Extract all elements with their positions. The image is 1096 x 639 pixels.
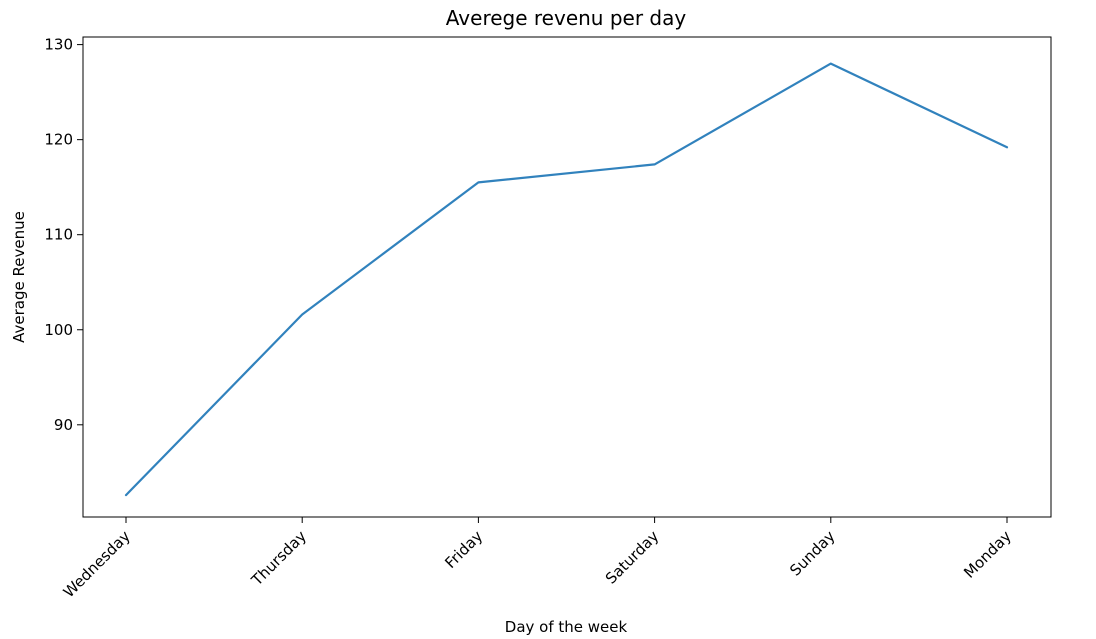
y-tick-label: 130 — [44, 36, 73, 54]
chart-title: Averege revenu per day — [446, 6, 687, 30]
x-axis-label: Day of the week — [505, 618, 628, 636]
y-axis-label: Average Revenue — [10, 211, 28, 343]
y-tick-label: 110 — [44, 226, 73, 244]
x-tick-label: Monday — [960, 527, 1015, 582]
x-tick-label: Saturday — [602, 527, 663, 588]
series-line — [124, 62, 1009, 497]
y-tick-label: 120 — [44, 131, 73, 149]
plot-area-frame — [82, 36, 1052, 518]
x-tick-label: Wednesday — [60, 527, 134, 601]
x-tick-label: Friday — [441, 527, 486, 572]
y-axis: 90 100 110 120 130 — [44, 36, 83, 434]
x-axis: Wednesday Thursday Friday Saturday Sunday Mon… — [60, 517, 1015, 601]
x-tick-label: Sunday — [786, 527, 839, 580]
y-tick-label: 100 — [44, 321, 73, 339]
x-tick-label: Thursday — [247, 527, 310, 590]
y-tick-label: 90 — [54, 416, 73, 434]
